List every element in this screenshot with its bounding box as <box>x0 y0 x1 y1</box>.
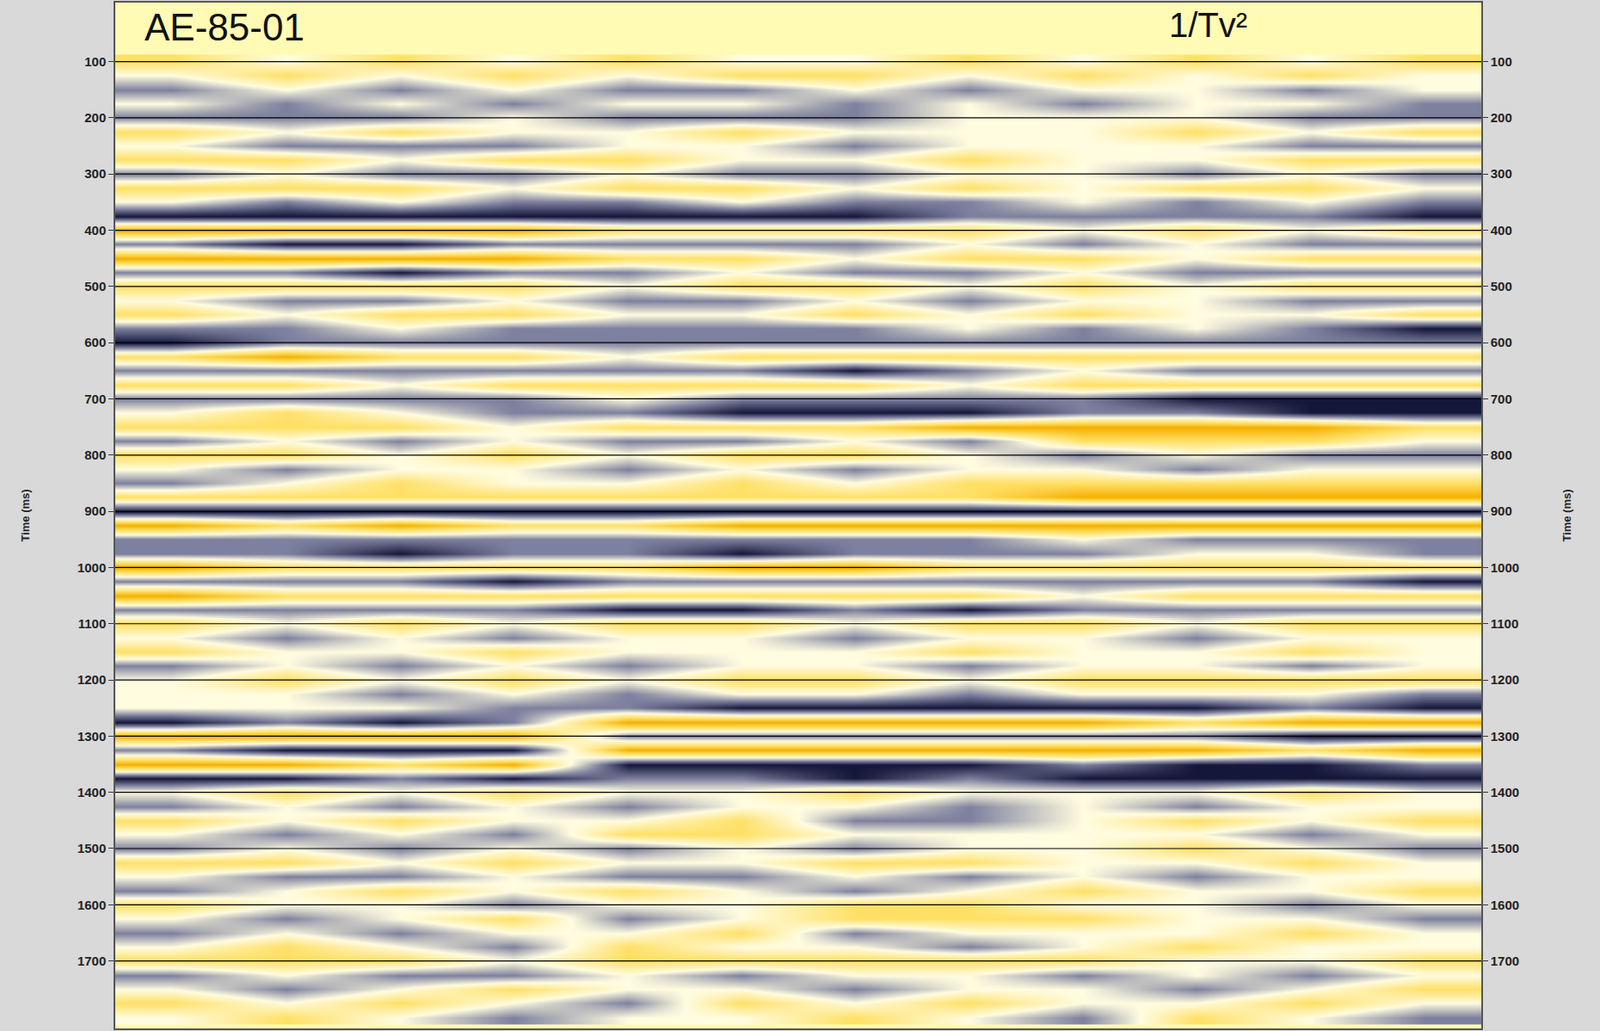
svg-text:600: 600 <box>1490 334 1513 350</box>
svg-text:800: 800 <box>1490 447 1513 462</box>
svg-text:1700: 1700 <box>1490 953 1520 968</box>
svg-text:500: 500 <box>1490 278 1513 294</box>
svg-text:Time (ms): Time (ms) <box>1560 488 1574 542</box>
svg-text:1300: 1300 <box>77 728 106 744</box>
svg-text:200: 200 <box>84 110 106 125</box>
svg-text:1500: 1500 <box>1490 840 1520 856</box>
svg-text:1600: 1600 <box>1490 897 1520 912</box>
svg-text:100: 100 <box>84 54 106 69</box>
svg-text:900: 900 <box>1490 503 1513 518</box>
svg-text:1300: 1300 <box>1490 728 1520 744</box>
svg-text:800: 800 <box>84 447 106 462</box>
svg-text:AE-85-01: AE-85-01 <box>144 6 305 49</box>
svg-text:Time (ms): Time (ms) <box>18 488 32 542</box>
svg-text:1400: 1400 <box>77 784 106 800</box>
svg-text:200: 200 <box>1490 110 1513 125</box>
svg-text:700: 700 <box>84 391 106 407</box>
svg-text:1600: 1600 <box>77 897 106 912</box>
svg-text:600: 600 <box>84 334 106 350</box>
svg-text:1700: 1700 <box>77 953 106 968</box>
svg-text:1/Tv²: 1/Tv² <box>1169 6 1248 44</box>
svg-text:400: 400 <box>84 222 106 238</box>
svg-text:1500: 1500 <box>77 840 106 856</box>
svg-text:900: 900 <box>84 503 106 518</box>
svg-text:1100: 1100 <box>78 615 107 631</box>
svg-text:1200: 1200 <box>1490 671 1520 687</box>
svg-text:1000: 1000 <box>1490 560 1520 575</box>
svg-text:100: 100 <box>1490 54 1513 69</box>
svg-text:700: 700 <box>1490 391 1513 407</box>
svg-text:1000: 1000 <box>77 560 106 575</box>
svg-text:1100: 1100 <box>1490 615 1520 631</box>
svg-text:500: 500 <box>84 278 106 294</box>
svg-text:1200: 1200 <box>77 671 106 687</box>
svg-text:300: 300 <box>84 166 106 181</box>
svg-text:1400: 1400 <box>1490 784 1520 800</box>
svg-text:400: 400 <box>1490 222 1513 238</box>
svg-text:300: 300 <box>1490 166 1513 181</box>
